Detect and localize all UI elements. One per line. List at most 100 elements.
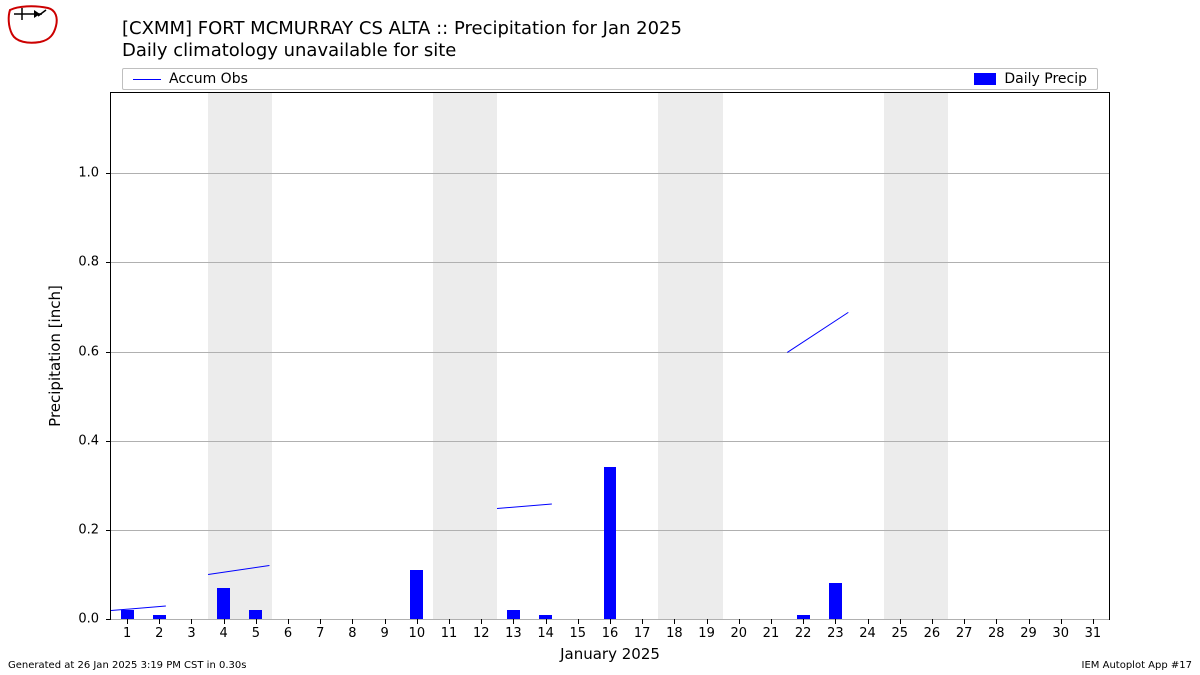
- x-tick: [900, 619, 901, 624]
- x-tick-label: 6: [284, 626, 292, 641]
- x-tick-label: 3: [187, 626, 195, 641]
- daily-precip-bar: [410, 570, 423, 619]
- legend-daily-precip: Daily Precip: [974, 71, 1087, 87]
- x-tick-label: 9: [381, 626, 389, 641]
- y-tick-label: 1.0: [78, 166, 99, 181]
- x-tick-label: 11: [441, 626, 458, 641]
- x-tick-label: 16: [602, 626, 619, 641]
- x-tick: [932, 619, 933, 624]
- daily-precip-bar: [121, 610, 134, 619]
- x-tick-label: 12: [473, 626, 490, 641]
- legend-bar-swatch: [974, 73, 996, 85]
- x-tick: [707, 619, 708, 624]
- x-tick-label: 4: [220, 626, 228, 641]
- x-tick: [803, 619, 804, 624]
- gridline: [111, 262, 1109, 263]
- x-tick-label: 15: [570, 626, 587, 641]
- x-tick: [191, 619, 192, 624]
- y-tick-label: 0.6: [78, 344, 99, 359]
- y-tick-label: 0.0: [78, 612, 99, 627]
- x-tick-label: 7: [316, 626, 324, 641]
- x-tick-label: 14: [537, 626, 554, 641]
- legend-line-swatch: [133, 79, 161, 80]
- weekend-band: [658, 93, 722, 619]
- y-tick: [106, 262, 111, 263]
- x-tick: [449, 619, 450, 624]
- x-tick: [481, 619, 482, 624]
- x-tick-label: 21: [763, 626, 780, 641]
- y-tick: [106, 619, 111, 620]
- x-tick: [1029, 619, 1030, 624]
- x-tick-label: 28: [988, 626, 1005, 641]
- x-tick-label: 24: [859, 626, 876, 641]
- plot-area: January 2025 Precipitation [inch] 0.00.2…: [110, 92, 1110, 620]
- x-tick: [127, 619, 128, 624]
- x-tick-label: 2: [155, 626, 163, 641]
- weekend-band: [433, 93, 497, 619]
- daily-precip-bar: [604, 467, 617, 619]
- daily-precip-bar: [217, 588, 230, 619]
- x-tick: [224, 619, 225, 624]
- daily-precip-bar: [249, 610, 262, 619]
- accum-obs-line: [111, 606, 166, 611]
- x-tick-label: 17: [634, 626, 651, 641]
- y-tick-label: 0.2: [78, 522, 99, 537]
- daily-precip-bar: [797, 615, 810, 619]
- x-tick-label: 26: [924, 626, 941, 641]
- gridline: [111, 173, 1109, 174]
- x-tick: [835, 619, 836, 624]
- x-tick-label: 31: [1085, 626, 1102, 641]
- x-tick-label: 10: [409, 626, 426, 641]
- x-tick-label: 27: [956, 626, 973, 641]
- weekend-band: [884, 93, 948, 619]
- x-tick-label: 25: [891, 626, 908, 641]
- accum-obs-line: [497, 503, 552, 508]
- x-tick: [868, 619, 869, 624]
- legend: Accum Obs Daily Precip: [122, 68, 1098, 90]
- footer-generated: Generated at 26 Jan 2025 3:19 PM CST in …: [8, 660, 246, 671]
- x-tick-label: 18: [666, 626, 683, 641]
- x-tick: [739, 619, 740, 624]
- iem-logo: [4, 4, 60, 46]
- x-tick-label: 23: [827, 626, 844, 641]
- legend-accum-label: Accum Obs: [169, 71, 248, 87]
- x-tick: [417, 619, 418, 624]
- x-tick: [996, 619, 997, 624]
- x-tick-label: 22: [795, 626, 812, 641]
- x-tick: [513, 619, 514, 624]
- x-tick: [385, 619, 386, 624]
- y-tick-label: 0.4: [78, 433, 99, 448]
- daily-precip-bar: [153, 615, 166, 619]
- x-tick: [578, 619, 579, 624]
- x-tick: [320, 619, 321, 624]
- x-tick-label: 1: [123, 626, 131, 641]
- daily-precip-bar: [539, 615, 552, 619]
- x-tick-label: 29: [1020, 626, 1037, 641]
- x-tick-label: 19: [698, 626, 715, 641]
- y-tick: [106, 530, 111, 531]
- x-tick-label: 8: [348, 626, 356, 641]
- x-tick: [642, 619, 643, 624]
- x-tick: [674, 619, 675, 624]
- legend-daily-label: Daily Precip: [1004, 71, 1087, 87]
- x-tick: [256, 619, 257, 624]
- x-tick-label: 13: [505, 626, 522, 641]
- x-tick: [1061, 619, 1062, 624]
- x-tick-label: 20: [730, 626, 747, 641]
- daily-precip-bar: [829, 583, 842, 619]
- x-tick-label: 30: [1052, 626, 1069, 641]
- y-tick: [106, 173, 111, 174]
- x-tick: [352, 619, 353, 624]
- x-tick: [1093, 619, 1094, 624]
- gridline: [111, 441, 1109, 442]
- weekend-band: [208, 93, 272, 619]
- x-tick: [964, 619, 965, 624]
- x-axis-label: January 2025: [560, 645, 660, 663]
- y-axis-label: Precipitation [inch]: [46, 285, 64, 427]
- x-tick-label: 5: [252, 626, 260, 641]
- gridline: [111, 352, 1109, 353]
- y-tick: [106, 352, 111, 353]
- accum-obs-line: [787, 311, 849, 352]
- y-tick: [106, 441, 111, 442]
- x-tick: [771, 619, 772, 624]
